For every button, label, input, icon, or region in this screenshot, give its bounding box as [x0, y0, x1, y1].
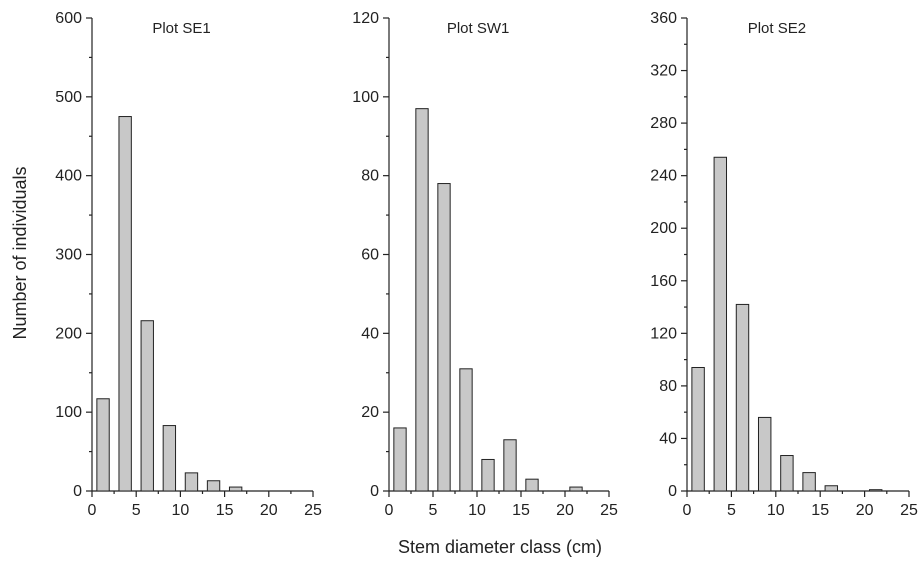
x-tick-label: 10	[172, 502, 190, 519]
bar	[415, 108, 429, 492]
x-tick-label: 20	[260, 502, 278, 519]
bar	[824, 485, 839, 492]
x-tick-label: 10	[767, 502, 785, 519]
bar	[757, 416, 772, 492]
bar	[481, 458, 495, 492]
x-tick-label: 0	[683, 502, 692, 519]
y-tick-label: 400	[55, 168, 82, 185]
x-tick-label: 15	[512, 502, 530, 519]
y-tick-label: 0	[73, 483, 82, 500]
panel-title: Plot SE2	[748, 20, 806, 37]
x-tick-label: 20	[856, 502, 874, 519]
y-tick-label: 120	[650, 325, 677, 342]
bar	[780, 455, 794, 492]
y-tick-label: 160	[650, 273, 677, 290]
x-tick-label: 25	[900, 502, 918, 519]
bar	[503, 439, 517, 492]
chart-panel-1: 0 100 200 300 400 500 600 0 5 10 15 20 25 Plot SE1	[55, 10, 322, 519]
y-tick-label: 40	[361, 325, 379, 342]
bar	[437, 183, 451, 492]
y-tick-label: 20	[361, 404, 379, 421]
y-tick-label: 200	[55, 325, 82, 342]
chart-panel-2: 0 20 40 60 80 100 120 0 5 10 15 20 25 Plot SW1	[352, 10, 618, 519]
bar	[206, 480, 221, 492]
y-axis-label: Number of individuals	[10, 166, 30, 339]
x-tick-label: 25	[304, 502, 322, 519]
y-tick-label: 200	[650, 220, 677, 237]
x-tick-label: 10	[468, 502, 486, 519]
bar	[393, 427, 407, 492]
bar	[691, 366, 705, 492]
bar	[184, 472, 199, 492]
bar	[802, 472, 816, 492]
bar	[868, 489, 883, 492]
y-tick-label: 360	[650, 10, 677, 27]
bar	[525, 478, 539, 492]
panel-title: Plot SE1	[152, 20, 210, 37]
y-tick-label: 80	[361, 168, 379, 185]
x-tick-label: 15	[811, 502, 829, 519]
y-tick-label: 300	[55, 247, 82, 264]
y-tick-label: 100	[55, 404, 82, 421]
y-tick-label: 320	[650, 63, 677, 80]
x-tick-label: 5	[727, 502, 736, 519]
y-tick-label: 500	[55, 89, 82, 106]
x-tick-label: 0	[88, 502, 97, 519]
bar	[713, 156, 728, 492]
x-tick-label: 15	[216, 502, 234, 519]
y-tick-label: 80	[659, 378, 677, 395]
bar	[140, 320, 154, 492]
bar	[228, 486, 243, 492]
x-tick-label: 0	[385, 502, 394, 519]
y-tick-label: 60	[361, 247, 379, 264]
y-tick-label: 120	[352, 10, 379, 27]
x-tick-label: 5	[132, 502, 141, 519]
x-tick-label: 5	[429, 502, 438, 519]
bar	[459, 368, 473, 492]
panel-title: Plot SW1	[447, 20, 510, 37]
y-tick-label: 0	[668, 483, 677, 500]
y-tick-label: 240	[650, 168, 677, 185]
y-tick-label: 0	[370, 483, 379, 500]
y-tick-label: 280	[650, 115, 677, 132]
y-tick-label: 40	[659, 430, 677, 447]
x-tick-label: 25	[600, 502, 618, 519]
bar	[162, 425, 177, 492]
bar	[569, 486, 583, 492]
x-tick-label: 20	[556, 502, 574, 519]
x-axis-label: Stem diameter class (cm)	[398, 537, 602, 557]
y-tick-label: 600	[55, 10, 82, 27]
chart-panel-3: 0 40 80 120 160 200 240 280 320 360 0 5 10 15 20 25 Plot…	[650, 10, 918, 519]
bar	[96, 398, 110, 492]
y-tick-label: 100	[352, 89, 379, 106]
bar	[118, 116, 132, 492]
bar	[735, 303, 750, 492]
